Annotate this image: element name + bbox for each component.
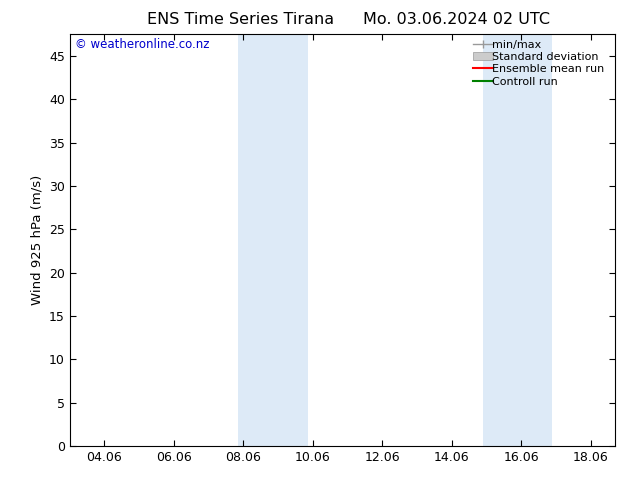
Text: © weatheronline.co.nz: © weatheronline.co.nz xyxy=(75,38,210,51)
Text: Mo. 03.06.2024 02 UTC: Mo. 03.06.2024 02 UTC xyxy=(363,12,550,27)
Legend: min/max, Standard deviation, Ensemble mean run, Controll run: min/max, Standard deviation, Ensemble me… xyxy=(473,40,609,87)
Text: ENS Time Series Tirana: ENS Time Series Tirana xyxy=(147,12,335,27)
Bar xyxy=(238,34,307,446)
Y-axis label: Wind 925 hPa (m/s): Wind 925 hPa (m/s) xyxy=(30,175,44,305)
Bar xyxy=(483,34,552,446)
